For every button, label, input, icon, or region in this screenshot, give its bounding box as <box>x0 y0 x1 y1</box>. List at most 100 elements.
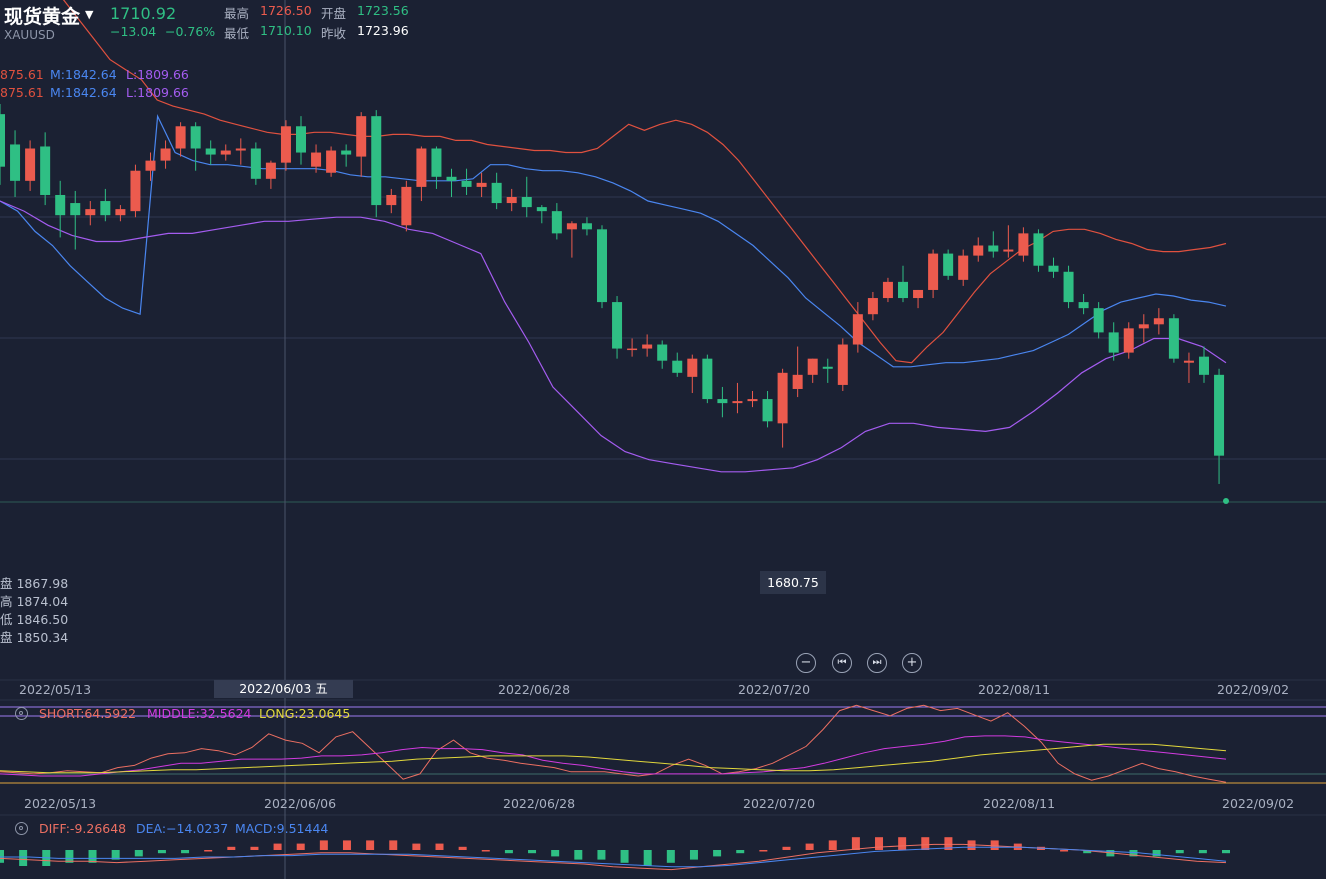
scroll-right-button[interactable]: ⏭ <box>867 653 887 673</box>
macd-legend: MACD:9.51444 <box>235 821 329 836</box>
sub-date-label: 2022/09/02 <box>1222 796 1295 811</box>
macd-bar <box>898 837 907 850</box>
candle-body <box>1168 318 1179 359</box>
candle-body <box>160 148 171 161</box>
macd-bar <box>875 837 884 850</box>
boll-upper-legend-2: 875.61 <box>0 85 44 100</box>
macd-bar <box>1129 850 1138 857</box>
dea-line <box>0 846 1227 868</box>
zoom-out-button[interactable]: − <box>796 653 816 673</box>
boll-middle-legend: M:1842.64 <box>50 67 117 82</box>
candle-body <box>777 372 788 424</box>
candle-body <box>265 162 276 179</box>
macd-bar <box>620 850 629 863</box>
candle-body <box>1078 302 1089 309</box>
price-change-pct: −0.76% <box>165 24 216 39</box>
candle-body <box>1063 271 1074 303</box>
ohlc-low: 低 1846.50 <box>0 612 69 627</box>
candle-body <box>521 197 532 208</box>
macd-bar <box>551 850 560 857</box>
stat-prevclose-label: 昨收 <box>321 26 347 41</box>
macd-bar <box>458 846 467 850</box>
ohlc-high: 高 1874.04 <box>0 594 69 609</box>
boll-middle-line <box>0 113 1227 368</box>
macd-bar <box>713 850 722 857</box>
candle-body <box>943 253 954 276</box>
candle-body <box>1018 233 1029 256</box>
candle-body <box>1003 249 1014 252</box>
candle-body <box>476 182 487 187</box>
main-date-label: 2022/07/20 <box>738 682 811 697</box>
candle-body <box>250 148 261 179</box>
candle-body <box>536 207 547 212</box>
sub-date-label: 2022/06/28 <box>503 796 576 811</box>
stat-open-label: 开盘 <box>321 6 347 21</box>
macd-bar <box>342 840 351 850</box>
candle-body <box>356 116 367 157</box>
macd-bar <box>389 840 398 850</box>
scroll-left-button[interactable]: ⏮ <box>832 653 852 673</box>
sub-date-label: 2022/08/11 <box>983 796 1056 811</box>
macd-bar <box>319 840 328 850</box>
macd-bar <box>0 850 4 863</box>
candle-body <box>551 211 562 234</box>
candle-body <box>747 399 758 402</box>
long-line <box>0 743 1227 774</box>
macd-settings-icon[interactable] <box>15 822 28 835</box>
sub-date-label: 2022/05/13 <box>24 796 97 811</box>
candle-body <box>852 314 863 345</box>
boll-middle-legend-2: M:1842.64 <box>50 85 117 100</box>
macd-bar <box>990 840 999 850</box>
candle-body <box>1108 332 1119 353</box>
candle-body <box>1123 328 1134 353</box>
candle-body <box>988 245 999 252</box>
candle-body <box>822 366 833 369</box>
macd-bar <box>643 850 652 866</box>
candle-body <box>717 399 728 404</box>
candle-body <box>612 302 623 349</box>
ohlc-close: 盘 1850.34 <box>0 630 69 645</box>
boll-lower-line <box>0 200 1227 473</box>
boll-lower-legend-2: L:1809.66 <box>126 85 189 100</box>
macd-bar <box>111 850 120 860</box>
macd-bar <box>366 840 375 850</box>
candle-body <box>55 194 66 216</box>
macd-bar <box>227 846 236 850</box>
macd-bar <box>181 850 190 854</box>
candle-body <box>1048 265 1059 272</box>
sub-date-label: 2022/07/20 <box>743 796 816 811</box>
zoom-in-button[interactable]: + <box>902 653 922 673</box>
macd-bar <box>1152 850 1161 857</box>
macd-bar <box>412 843 421 850</box>
candle-body <box>40 146 51 195</box>
macd-bar <box>736 850 745 854</box>
indicator-settings-icon[interactable] <box>15 707 28 720</box>
price-change: −13.04 <box>110 24 157 39</box>
candle-body <box>70 203 81 216</box>
caret-down-icon[interactable]: ▼ <box>85 8 94 21</box>
middle-line <box>0 735 1227 777</box>
macd-bar <box>666 850 675 863</box>
candle-body <box>371 116 382 206</box>
stat-high-value: 1726.50 <box>260 3 312 18</box>
candle-body <box>762 399 773 422</box>
candle-body <box>687 358 698 377</box>
candle-body <box>973 245 984 256</box>
last-price-dot <box>1223 498 1229 504</box>
candle-body <box>280 126 291 163</box>
macd-bar <box>273 843 282 850</box>
candle-body <box>401 186 412 226</box>
cursor-date: 2022/06/03 五 <box>214 680 353 698</box>
macd-bar <box>828 840 837 850</box>
candle-body <box>326 150 337 173</box>
sub-date-label: 2022/06/06 <box>264 796 337 811</box>
candle-body <box>792 374 803 389</box>
candle-body <box>85 209 96 216</box>
candle-body <box>115 209 126 216</box>
macd-bar <box>1198 850 1207 854</box>
macd-bar <box>481 850 490 852</box>
candle-body <box>341 150 352 155</box>
instrument-title[interactable]: 现货黄金 <box>4 6 81 28</box>
candle-body <box>175 126 186 149</box>
